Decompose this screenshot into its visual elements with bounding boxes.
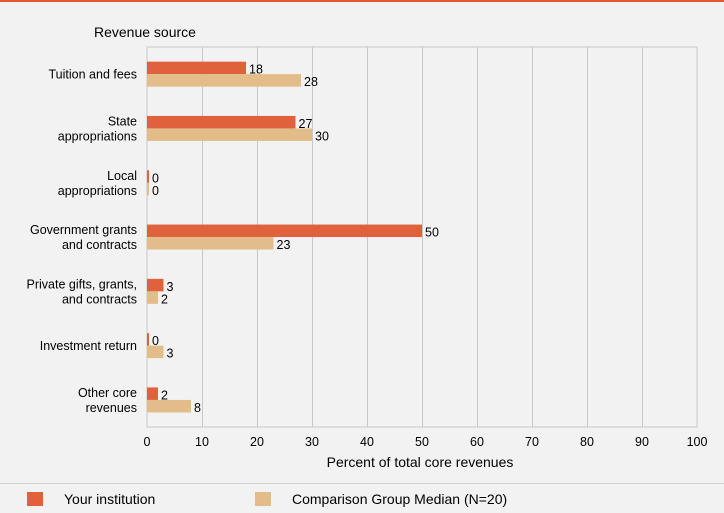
bar-comparison-median-local-appropriations bbox=[147, 182, 149, 196]
legend-item-comparison-median: Comparison Group Median (N=20) bbox=[255, 490, 507, 507]
bar-comparison-median-private-gifts-grants-and-contracts bbox=[147, 291, 158, 304]
x-tick-label-40: 40 bbox=[360, 435, 374, 449]
legend-label-your-institution: Your institution bbox=[64, 490, 156, 507]
bar-your-institution-tuition-and-fees bbox=[147, 61, 246, 75]
x-tick-label-70: 70 bbox=[525, 435, 539, 449]
legend-swatch-your-institution bbox=[27, 491, 43, 506]
bar-comparison-median-investment-return bbox=[147, 345, 164, 359]
bar-your-institution-private-gifts-grants-and-contracts bbox=[147, 278, 164, 292]
category-label-tuition-and-fees: Tuition and fees bbox=[49, 68, 137, 82]
data-label-comparison-median-tuition-and-fees: 28 bbox=[304, 75, 318, 89]
category-label-private-gifts-grants-and-contracts-line-1: Private gifts, grants, bbox=[27, 277, 137, 291]
x-tick-label-90: 90 bbox=[635, 435, 649, 449]
data-label-your-institution-local-appropriations: 0 bbox=[152, 171, 159, 185]
data-label-your-institution-investment-return: 0 bbox=[152, 334, 159, 348]
x-tick-label-30: 30 bbox=[305, 435, 319, 449]
data-label-comparison-median-local-appropriations: 0 bbox=[152, 184, 159, 198]
bar-your-institution-local-appropriations bbox=[147, 170, 149, 183]
bar-comparison-median-state-appropriations bbox=[147, 128, 312, 141]
chart-legend: Your institution Comparison Group Median… bbox=[0, 483, 724, 513]
category-header: Revenue source bbox=[94, 24, 196, 40]
data-label-comparison-median-state-appropriations: 30 bbox=[315, 129, 329, 143]
category-label-government-grants-and-contracts-line-1: Government grants bbox=[30, 223, 137, 237]
category-label-other-core-revenues-line-1: Other core bbox=[78, 386, 137, 400]
x-tick-label-80: 80 bbox=[580, 435, 594, 449]
bar-comparison-median-tuition-and-fees bbox=[147, 74, 301, 87]
data-label-comparison-median-other-core-revenues: 8 bbox=[194, 401, 201, 415]
bar-your-institution-investment-return bbox=[147, 333, 149, 346]
data-label-your-institution-state-appropriations: 27 bbox=[299, 117, 313, 131]
data-label-your-institution-tuition-and-fees: 18 bbox=[249, 63, 263, 77]
data-label-comparison-median-private-gifts-grants-and-contracts: 2 bbox=[161, 292, 168, 306]
data-label-your-institution-other-core-revenues: 2 bbox=[161, 388, 168, 402]
category-label-government-grants-and-contracts-line-2: and contracts bbox=[62, 238, 137, 252]
data-label-your-institution-private-gifts-grants-and-contracts: 3 bbox=[167, 280, 174, 294]
x-tick-label-60: 60 bbox=[470, 435, 484, 449]
category-label-private-gifts-grants-and-contracts-line-2: and contracts bbox=[62, 292, 137, 306]
bar-comparison-median-government-grants-and-contracts bbox=[147, 237, 274, 250]
category-label-local-appropriations-line-1: Local bbox=[107, 169, 137, 183]
x-tick-label-10: 10 bbox=[195, 435, 209, 449]
bar-your-institution-state-appropriations bbox=[147, 115, 296, 129]
bar-your-institution-other-core-revenues bbox=[147, 387, 158, 400]
data-label-comparison-median-government-grants-and-contracts: 23 bbox=[277, 238, 291, 252]
x-tick-label-50: 50 bbox=[415, 435, 429, 449]
data-label-comparison-median-investment-return: 3 bbox=[167, 347, 174, 361]
data-label-your-institution-government-grants-and-contracts: 50 bbox=[425, 226, 439, 240]
legend-swatch-comparison-median bbox=[255, 491, 271, 506]
category-label-state-appropriations-line-1: State bbox=[108, 114, 137, 128]
x-tick-label-0: 0 bbox=[144, 435, 151, 449]
bar-comparison-median-other-core-revenues bbox=[147, 399, 191, 413]
legend-item-your-institution: Your institution bbox=[27, 490, 155, 507]
x-axis-label: Percent of total core revenues bbox=[327, 454, 514, 470]
bar-your-institution-government-grants-and-contracts bbox=[147, 224, 422, 238]
category-label-local-appropriations-line-2: appropriations bbox=[58, 184, 137, 198]
x-tick-label-20: 20 bbox=[250, 435, 264, 449]
category-label-investment-return: Investment return bbox=[40, 339, 137, 353]
x-tick-label-100: 100 bbox=[687, 435, 708, 449]
category-label-state-appropriations-line-2: appropriations bbox=[58, 129, 137, 143]
category-label-other-core-revenues-line-2: revenues bbox=[86, 401, 137, 415]
legend-label-comparison-median: Comparison Group Median (N=20) bbox=[292, 490, 508, 507]
